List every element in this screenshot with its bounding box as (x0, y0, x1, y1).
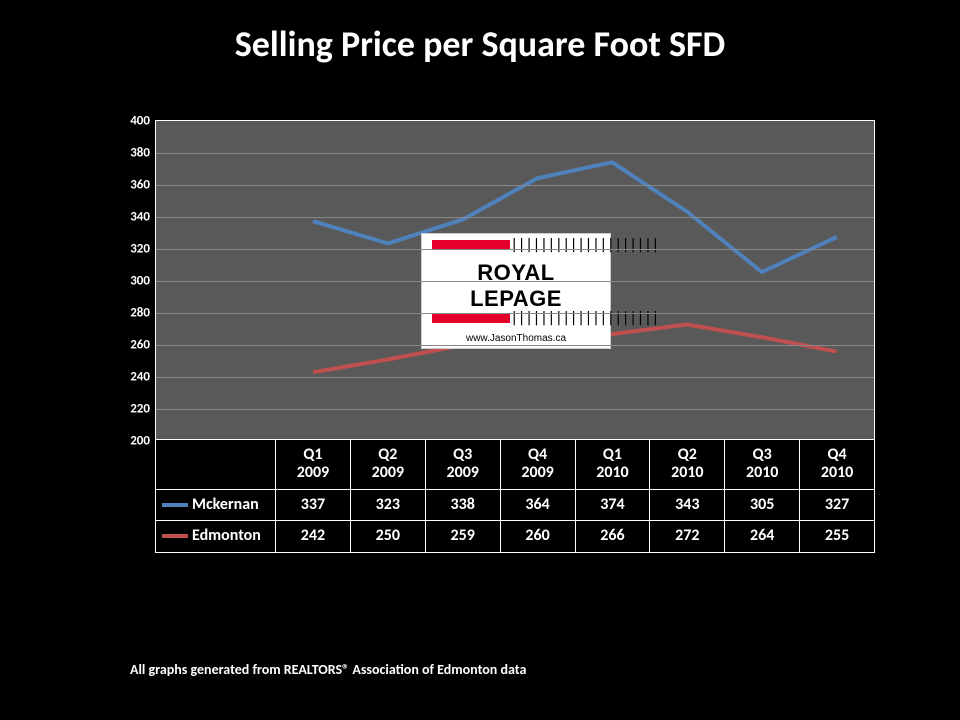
data-cell: 242 (276, 521, 351, 552)
grid-line (156, 377, 874, 378)
series-legend-cell: Mckernan (156, 489, 276, 520)
data-cell: 260 (500, 521, 575, 552)
data-cell: 374 (575, 489, 650, 520)
grid-line (156, 409, 874, 410)
data-cell: 337 (276, 489, 351, 520)
grid-line (156, 185, 874, 186)
y-tick-label: 320 (130, 242, 150, 257)
y-tick-label: 260 (130, 338, 150, 353)
data-cell: 364 (500, 489, 575, 520)
grid-line (156, 345, 874, 346)
data-cell: 338 (425, 489, 500, 520)
category-header: Q32010 (725, 440, 800, 490)
series-name: Edmonton (192, 526, 261, 545)
barcode-icon: |||||||||||||||||||| (510, 313, 659, 323)
table-row: Mckernan 337323338364374343305327 (156, 489, 875, 520)
table-header-row: Q12009Q22009Q32009Q42009Q12010Q22010Q320… (156, 440, 875, 490)
chart-container: |||||||||||||||||||| ROYAL LEPAGE ||||||… (155, 120, 875, 553)
grid-line (156, 249, 874, 250)
category-header: Q12009 (276, 440, 351, 490)
grid-line (156, 313, 874, 314)
y-tick-label: 220 (130, 402, 150, 417)
category-header: Q22010 (650, 440, 725, 490)
data-table: Q12009Q22009Q32009Q42009Q12010Q22010Q320… (155, 439, 875, 553)
grid-line (156, 281, 874, 282)
logo-accent-bar (432, 313, 510, 323)
y-tick-label: 360 (130, 178, 150, 193)
category-header: Q42010 (800, 440, 875, 490)
grid-line (156, 217, 874, 218)
y-tick-label: 200 (130, 434, 150, 449)
category-header: Q42009 (500, 440, 575, 490)
table-corner-cell (156, 440, 276, 490)
logo-brand-text: ROYAL LEPAGE (432, 260, 600, 312)
y-tick-label: 340 (130, 210, 150, 225)
plot-area: |||||||||||||||||||| ROYAL LEPAGE ||||||… (155, 120, 875, 440)
data-cell: 343 (650, 489, 725, 520)
table-row: Edmonton 242250259260266272264255 (156, 521, 875, 552)
data-cell: 272 (650, 521, 725, 552)
category-header: Q12010 (575, 440, 650, 490)
data-cell: 255 (800, 521, 875, 552)
data-cell: 327 (800, 489, 875, 520)
footer-attribution: All graphs generated from REALTORS® Asso… (130, 661, 526, 678)
y-tick-label: 240 (130, 370, 150, 385)
data-cell: 250 (350, 521, 425, 552)
data-cell: 266 (575, 521, 650, 552)
data-cell: 323 (350, 489, 425, 520)
royal-lepage-logo: |||||||||||||||||||| ROYAL LEPAGE ||||||… (421, 233, 611, 349)
y-tick-label: 380 (130, 146, 150, 161)
legend-swatch (162, 503, 188, 507)
series-legend-cell: Edmonton (156, 521, 276, 552)
data-cell: 259 (425, 521, 500, 552)
y-tick-label: 300 (130, 274, 150, 289)
data-cell: 264 (725, 521, 800, 552)
y-tick-label: 400 (130, 114, 150, 129)
category-header: Q32009 (425, 440, 500, 490)
legend-swatch (162, 534, 188, 538)
grid-line (156, 153, 874, 154)
series-name: Mckernan (192, 495, 259, 514)
chart-title: Selling Price per Square Foot SFD (0, 22, 960, 66)
data-cell: 305 (725, 489, 800, 520)
y-tick-label: 280 (130, 306, 150, 321)
category-header: Q22009 (350, 440, 425, 490)
logo-url-text: www.JasonThomas.ca (432, 333, 600, 344)
